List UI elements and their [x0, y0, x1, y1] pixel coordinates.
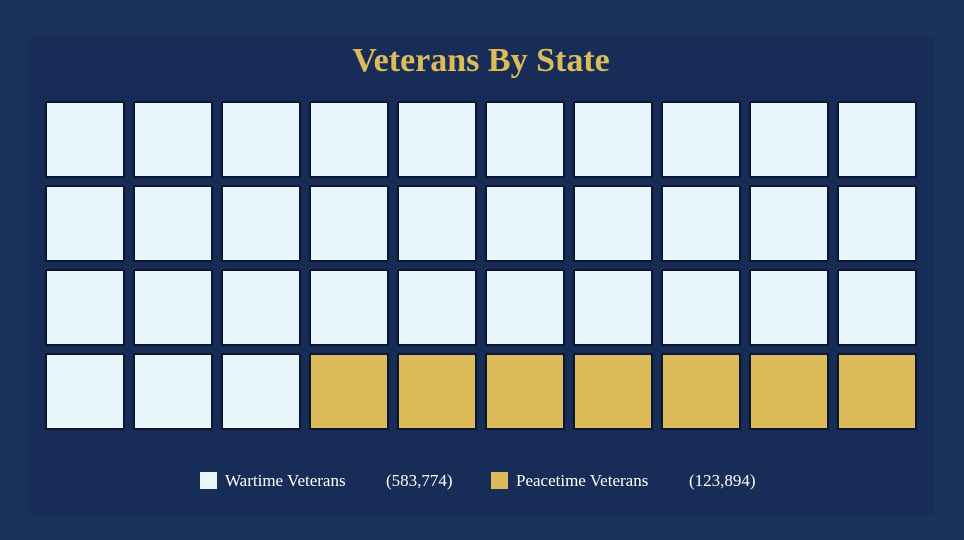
waffle-cell: [749, 353, 829, 430]
waffle-cell: [749, 269, 829, 346]
waffle-cell: [485, 269, 565, 346]
waffle-cell: [45, 185, 125, 262]
waffle-cell: [309, 101, 389, 178]
legend-label: Peacetime Veterans: [516, 471, 648, 490]
waffle-cell: [221, 269, 301, 346]
legend-swatch: [491, 472, 508, 489]
chart-title: Veterans By State: [352, 42, 610, 79]
waffle-cell: [221, 185, 301, 262]
waffle-cell: [133, 101, 213, 178]
waffle-cell: [661, 353, 741, 430]
waffle-cell: [133, 353, 213, 430]
waffle-cell: [309, 269, 389, 346]
waffle-cell: [485, 353, 565, 430]
waffle-cell: [45, 101, 125, 178]
waffle-cell: [573, 101, 653, 178]
waffle-cell: [573, 185, 653, 262]
waffle-cell: [661, 185, 741, 262]
waffle-cell: [45, 353, 125, 430]
legend-value: (123,894): [689, 471, 756, 490]
waffle-cell: [309, 185, 389, 262]
waffle-cell: [837, 269, 917, 346]
waffle-cell: [573, 269, 653, 346]
waffle-cell: [661, 269, 741, 346]
waffle-cell: [397, 101, 477, 178]
waffle-cell: [309, 353, 389, 430]
waffle-cell: [749, 101, 829, 178]
waffle-cell: [837, 353, 917, 430]
waffle-cell: [837, 101, 917, 178]
waffle-cell: [221, 101, 301, 178]
waffle-cell: [221, 353, 301, 430]
waffle-cell: [485, 185, 565, 262]
waffle-cell: [837, 185, 917, 262]
waffle-cell: [485, 101, 565, 178]
waffle-cell: [749, 185, 829, 262]
waffle-cell: [573, 353, 653, 430]
legend-swatch: [200, 472, 217, 489]
waffle-cell: [397, 269, 477, 346]
waffle-cell: [661, 101, 741, 178]
waffle-cell: [397, 353, 477, 430]
legend-label: Wartime Veterans: [225, 471, 346, 490]
waffle-cell: [397, 185, 477, 262]
waffle-cell: [133, 185, 213, 262]
waffle-cell: [133, 269, 213, 346]
legend-value: (583,774): [386, 471, 453, 490]
waffle-cell: [45, 269, 125, 346]
